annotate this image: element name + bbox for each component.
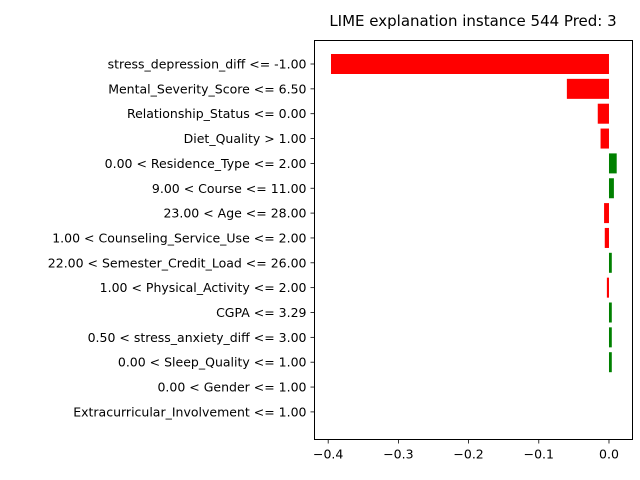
y-tick-label: 1.00 < Physical_Activity <= 2.00 <box>100 280 307 295</box>
y-tick-label: 0.50 < stress_anxiety_diff <= 3.00 <box>88 330 307 345</box>
y-tick-label: Extracurricular_Involvement <= 1.00 <box>73 404 306 419</box>
bar <box>608 178 614 199</box>
y-tick-labels: stress_depression_diff <= -1.00 Mental_Se… <box>48 57 315 419</box>
x-tick-label: 0.0 <box>599 447 619 462</box>
bar <box>606 277 609 298</box>
x-tick-label: −0.3 <box>383 447 413 462</box>
y-tick-label: 0.00 < Residence_Type <= 2.00 <box>105 156 307 171</box>
bar <box>608 327 612 348</box>
bar <box>566 78 609 99</box>
bar <box>600 128 609 149</box>
x-tick-label: −0.1 <box>524 447 554 462</box>
y-tick-label: 0.00 < Gender <= 1.00 <box>157 380 306 395</box>
bar <box>608 302 612 323</box>
y-tick-label: Diet_Quality > 1.00 <box>184 131 307 146</box>
bar <box>608 153 617 174</box>
plot-frame <box>314 40 633 440</box>
bar <box>604 203 609 224</box>
y-tick-label: 0.00 < Sleep_Quality <= 1.00 <box>118 355 307 370</box>
y-tick-label: 22.00 < Semester_Credit_Load <= 26.00 <box>48 255 307 270</box>
bar <box>604 227 609 248</box>
y-tick-label: 23.00 < Age <= 28.00 <box>163 206 306 221</box>
bar <box>597 103 609 124</box>
bar <box>608 252 612 273</box>
y-tick-label: Relationship_Status <= 0.00 <box>127 106 307 121</box>
bar <box>608 352 612 373</box>
y-tick-label: 1.00 < Counseling_Service_Use <= 2.00 <box>52 230 306 245</box>
y-tick-label: 9.00 < Course <= 11.00 <box>152 181 307 196</box>
bars-group <box>330 54 617 373</box>
bar <box>330 54 609 74</box>
chart-title: LIME explanation instance 544 Pred: 3 <box>329 12 616 30</box>
y-tick-label: stress_depression_diff <= -1.00 <box>108 57 307 72</box>
x-tick-label: −0.4 <box>313 447 343 462</box>
x-axis: −0.4 −0.3 −0.2 −0.1 0.0 <box>313 439 619 462</box>
y-tick-label: CGPA <= 3.29 <box>216 305 306 320</box>
x-tick-label: −0.2 <box>453 447 483 462</box>
y-tick-label: Mental_Severity_Score <= 6.50 <box>108 81 306 96</box>
